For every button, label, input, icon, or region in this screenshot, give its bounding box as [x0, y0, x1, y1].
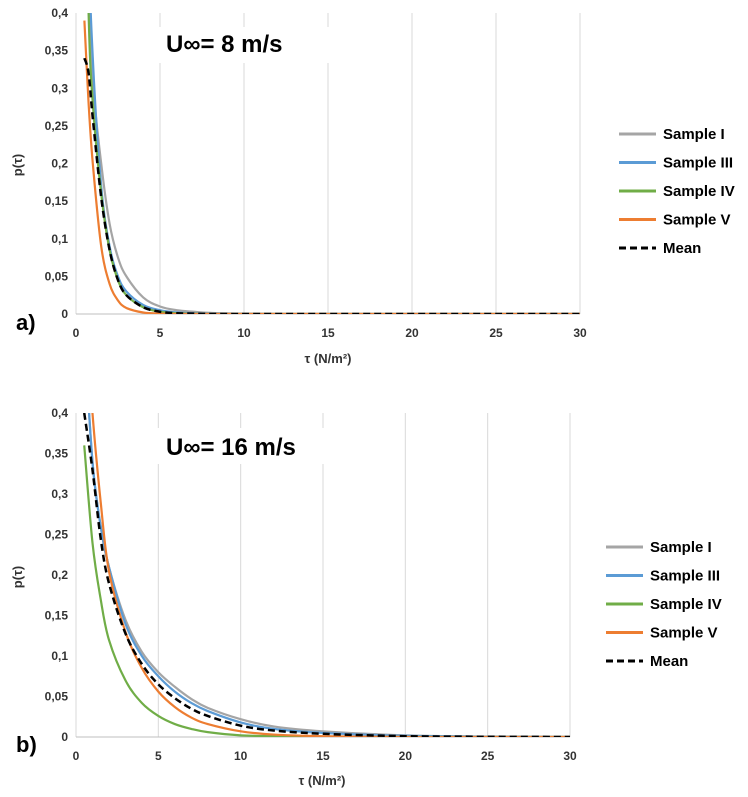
legend-label: Mean	[650, 653, 688, 670]
y-tick-label: 0,15	[45, 194, 69, 208]
plot-series	[82, 413, 570, 737]
x-axis-ticks: 0 5 10 15 20 25 30	[73, 326, 587, 340]
series-line-sample-v	[91, 413, 570, 737]
grid	[75, 13, 581, 315]
chart-title: U∞= 16 m/s	[166, 434, 296, 461]
panel-label: b)	[16, 732, 37, 757]
chart-panel-a: 0 0,05 0,1 0,15 0,2 0,25 0,3 0,35 0,4 0 5 10 15 20 25…	[10, 6, 735, 366]
y-tick-label: 0,05	[45, 269, 69, 283]
legend-label: Sample V	[663, 212, 731, 229]
legend: Sample I Sample III Sample IV Sample V Mean	[606, 539, 722, 670]
x-tick-label: 10	[237, 326, 251, 340]
y-axis-label: p(τ)	[10, 154, 25, 176]
x-tick-label: 5	[157, 326, 164, 340]
x-tick-label: 25	[489, 326, 503, 340]
x-tick-label: 15	[316, 749, 330, 763]
y-tick-label: 0,4	[51, 406, 68, 420]
legend: Sample I Sample III Sample IV Sample V Mean	[619, 126, 735, 257]
y-axis-ticks: 0 0,05 0,1 0,15 0,2 0,25 0,3 0,35 0,4	[45, 406, 69, 744]
y-tick-label: 0,3	[51, 487, 68, 501]
x-tick-label: 0	[73, 749, 80, 763]
y-axis-label: p(τ)	[10, 566, 25, 588]
x-axis-ticks: 0 5 10 15 20 25 30	[73, 749, 577, 763]
legend-label: Sample IV	[650, 596, 722, 613]
x-tick-label: 15	[321, 326, 335, 340]
x-tick-label: 0	[73, 326, 80, 340]
series-line-sample-v	[83, 20, 580, 314]
series-line-sample-i	[88, 13, 580, 314]
y-tick-label: 0,3	[51, 81, 68, 95]
y-tick-label: 0,2	[51, 157, 68, 171]
y-tick-label: 0,25	[45, 119, 69, 133]
x-tick-label: 30	[563, 749, 577, 763]
title-background	[157, 27, 337, 63]
y-tick-label: 0,35	[45, 44, 69, 58]
title-background	[157, 428, 355, 464]
series-line-sample-iii	[89, 13, 580, 314]
y-tick-label: 0,35	[45, 447, 69, 461]
panel-label: a)	[16, 310, 36, 335]
y-tick-label: 0,1	[51, 649, 68, 663]
y-tick-label: 0,4	[51, 6, 68, 20]
y-tick-label: 0	[61, 730, 68, 744]
y-tick-label: 0,05	[45, 690, 69, 704]
x-axis-label: τ (N/m²)	[299, 773, 346, 788]
y-tick-label: 0,1	[51, 232, 68, 246]
x-tick-label: 5	[155, 749, 162, 763]
y-tick-label: 0,25	[45, 528, 69, 542]
legend-label: Sample I	[663, 126, 725, 143]
series-line-sample-iii	[87, 413, 570, 737]
legend-label: Sample III	[650, 568, 720, 585]
legend-label: Sample I	[650, 539, 712, 556]
series-line-mean	[83, 57, 580, 314]
legend-label: Mean	[663, 240, 701, 257]
x-tick-label: 25	[481, 749, 495, 763]
x-axis-label: τ (N/m²)	[305, 351, 352, 366]
x-tick-label: 10	[234, 749, 248, 763]
legend-label: Sample IV	[663, 183, 735, 200]
legend-label: Sample V	[650, 625, 718, 642]
chart-title: U∞= 8 m/s	[166, 31, 283, 58]
x-tick-label: 20	[399, 749, 413, 763]
series-line-sample-iv	[83, 445, 570, 737]
x-tick-label: 30	[573, 326, 587, 340]
y-tick-label: 0,15	[45, 609, 69, 623]
x-tick-label: 20	[405, 326, 419, 340]
plot-series	[83, 13, 580, 314]
chart-panel-b: 0 0,05 0,1 0,15 0,2 0,25 0,3 0,35 0,4 0 5 10 15 20 25…	[10, 406, 722, 788]
series-line-mean	[82, 413, 570, 737]
legend-label: Sample III	[663, 155, 733, 172]
y-axis-ticks: 0 0,05 0,1 0,15 0,2 0,25 0,3 0,35 0,4	[45, 6, 69, 321]
y-tick-label: 0	[61, 307, 68, 321]
y-tick-label: 0,2	[51, 568, 68, 582]
